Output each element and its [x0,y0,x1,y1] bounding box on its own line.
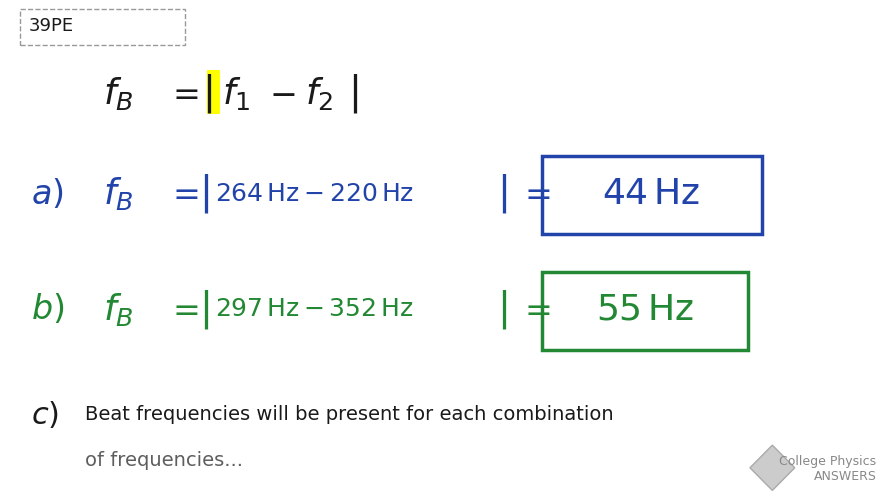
Text: $b)$: $b)$ [31,292,65,326]
Text: $|$: $|$ [497,172,507,215]
Text: of frequencies...: of frequencies... [85,451,243,470]
Text: $=$: $=$ [166,76,199,110]
Text: $-$: $-$ [269,76,295,110]
Text: $=$: $=$ [166,177,199,210]
Text: $f_B$: $f_B$ [103,175,134,212]
Text: $=$: $=$ [518,177,551,210]
Text: $f_2$: $f_2$ [305,74,333,112]
Text: $=$: $=$ [518,293,551,326]
Text: $a)$: $a)$ [31,177,64,211]
Text: 39PE: 39PE [29,17,73,35]
Text: $297\,\mathrm{Hz} - 352\,\mathrm{Hz}$: $297\,\mathrm{Hz} - 352\,\mathrm{Hz}$ [215,297,414,321]
Text: $|$: $|$ [348,71,358,115]
FancyBboxPatch shape [20,9,185,45]
Text: $44\,\mathrm{Hz}$: $44\,\mathrm{Hz}$ [602,177,701,211]
Text: $264\,\mathrm{Hz} - 220\,\mathrm{Hz}$: $264\,\mathrm{Hz} - 220\,\mathrm{Hz}$ [215,182,414,206]
Text: $|$: $|$ [202,71,211,115]
Text: $|$: $|$ [497,288,507,331]
Text: $f_B$: $f_B$ [103,74,134,112]
FancyBboxPatch shape [207,70,220,114]
Text: $|$: $|$ [199,288,209,331]
Polygon shape [750,445,795,490]
Text: $f_1$: $f_1$ [222,74,251,112]
Text: $=$: $=$ [166,293,199,326]
Text: $f_B$: $f_B$ [103,291,134,328]
Text: $55\,\mathrm{Hz}$: $55\,\mathrm{Hz}$ [596,292,694,326]
Text: College Physics
ANSWERS: College Physics ANSWERS [780,455,876,483]
Text: Beat frequencies will be present for each combination: Beat frequencies will be present for eac… [85,405,614,425]
Text: $c)$: $c)$ [31,399,59,431]
FancyBboxPatch shape [542,156,762,234]
Text: $|$: $|$ [199,172,209,215]
FancyBboxPatch shape [542,272,748,350]
